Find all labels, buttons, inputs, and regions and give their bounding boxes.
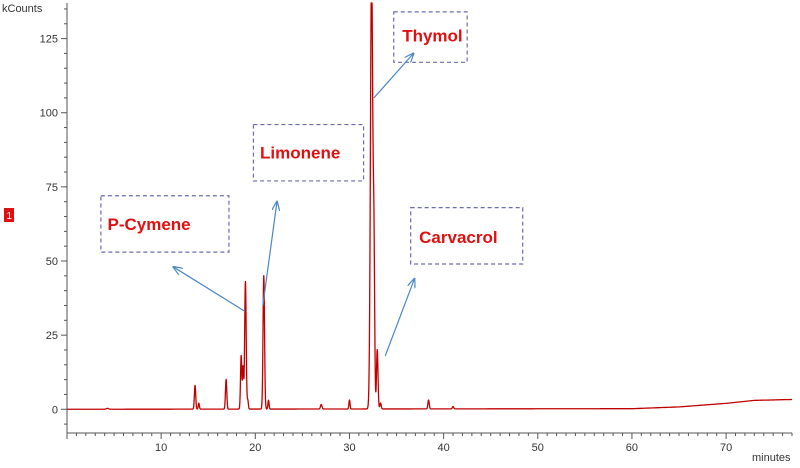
annotation-arrow: [384, 279, 414, 357]
x-tick-label: 10: [155, 442, 167, 454]
x-tick-label: 30: [343, 442, 355, 454]
annotation-box: [100, 195, 230, 253]
x-tick-label: 50: [532, 442, 544, 454]
x-tick-label: 70: [720, 442, 732, 454]
x-tick-label: 20: [249, 442, 261, 454]
chromatogram-trace: [66, 2, 793, 410]
series-badge-label: 1: [7, 211, 13, 222]
series-marker[interactable]: 1: [4, 208, 14, 222]
annotation-arrow: [373, 53, 414, 99]
x-tick-label: 40: [437, 442, 449, 454]
y-tick-label: 0: [52, 404, 58, 416]
y-tick-label: 25: [46, 330, 58, 342]
annotation-label: Limonene: [260, 144, 340, 163]
annotation-carvacrol: Carvacrol: [384, 207, 524, 357]
annotation-thymol: Thymol: [373, 11, 468, 99]
annotation-limonene: Limonene: [252, 123, 365, 306]
y-tick-label: 100: [40, 108, 58, 120]
annotation-label: P-Cymene: [107, 215, 190, 234]
annotation-box: [252, 123, 365, 182]
x-tick-label: 60: [626, 442, 638, 454]
annotation-box: [410, 207, 524, 265]
annotations-layer: Thymol Limonene P-Cymene Carvacrol: [100, 11, 524, 357]
annotation-arrow: [262, 202, 277, 306]
annotation-label: Carvacrol: [419, 228, 497, 247]
axes: 10 20 30 40 50 60 70 0 25 50 75 100 125: [40, 3, 793, 454]
annotation-label: Thymol: [402, 27, 462, 46]
x-axis-label: minutes: [752, 452, 791, 464]
annotation-arrow: [173, 267, 246, 312]
series-badge: [4, 208, 14, 222]
y-tick-label: 75: [46, 182, 58, 194]
y-tick-label: 50: [46, 256, 58, 268]
trace-layer: [66, 2, 793, 410]
y-axis-label: kCounts: [2, 3, 43, 15]
y-tick-label: 125: [40, 34, 58, 46]
annotation-p-cymene: P-Cymene: [100, 195, 246, 312]
